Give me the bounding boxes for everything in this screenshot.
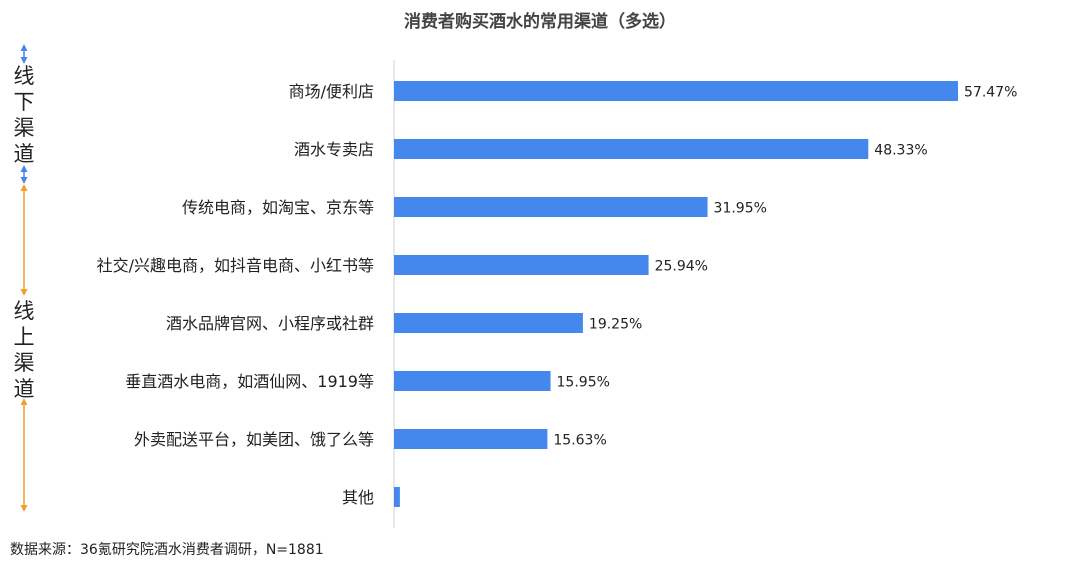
bar xyxy=(394,139,869,159)
offline-arrow-bottom-head-down xyxy=(20,177,28,184)
online-group-char: 道 xyxy=(13,377,35,401)
data-label: 15.95% xyxy=(557,375,610,391)
category-label: 垂直酒水电商，如酒仙网、1919等 xyxy=(125,372,374,391)
offline-group-char: 线 xyxy=(13,64,35,88)
category-label: 酒水品牌官网、小程序或社群 xyxy=(166,314,374,333)
offline-arrow-top-head-up xyxy=(20,44,28,51)
online-arrow-top-head-down xyxy=(20,289,28,296)
data-label: 31.95% xyxy=(714,201,767,217)
online-arrow-top-head-up xyxy=(20,184,28,191)
category-label: 传统电商，如淘宝、京东等 xyxy=(182,198,374,217)
offline-group-char: 道 xyxy=(13,142,35,166)
category-label: 酒水专卖店 xyxy=(294,140,374,159)
category-label: 商场/便利店 xyxy=(289,82,374,101)
offline-arrow-bottom-head-up xyxy=(20,165,28,172)
online-arrow-bottom-head-up xyxy=(20,398,28,405)
bar xyxy=(394,429,548,449)
bar xyxy=(394,197,708,217)
offline-group-char: 渠 xyxy=(13,116,35,140)
online-group-char: 上 xyxy=(13,325,35,349)
bar xyxy=(394,313,583,333)
chart-title: 消费者购买酒水的常用渠道（多选） xyxy=(404,12,676,32)
source-note: 数据来源：36氪研究院酒水消费者调研，N=1881 xyxy=(10,542,324,558)
online-group-label: 线 上 渠 道 xyxy=(12,298,36,402)
bar xyxy=(394,487,400,507)
data-label: 19.25% xyxy=(589,317,642,333)
online-group-char: 线 xyxy=(13,299,35,323)
online-arrow-bottom-head-down xyxy=(20,505,28,512)
category-label: 其他 xyxy=(342,488,374,507)
offline-arrow-top-head-down xyxy=(20,57,28,64)
data-label: 57.47% xyxy=(964,85,1017,101)
category-label: 外卖配送平台，如美团、饿了么等 xyxy=(134,430,374,449)
bar xyxy=(394,371,551,391)
bar xyxy=(394,255,649,275)
data-label: 25.94% xyxy=(655,259,708,275)
data-label: 15.63% xyxy=(553,433,606,449)
data-label: 48.33% xyxy=(874,143,927,159)
offline-group-label: 线 下 渠 道 xyxy=(12,63,36,167)
category-label: 社交/兴趣电商，如抖音电商、小红书等 xyxy=(97,256,374,275)
bar xyxy=(394,81,958,101)
online-group-char: 渠 xyxy=(13,351,35,375)
offline-group-char: 下 xyxy=(13,90,35,114)
